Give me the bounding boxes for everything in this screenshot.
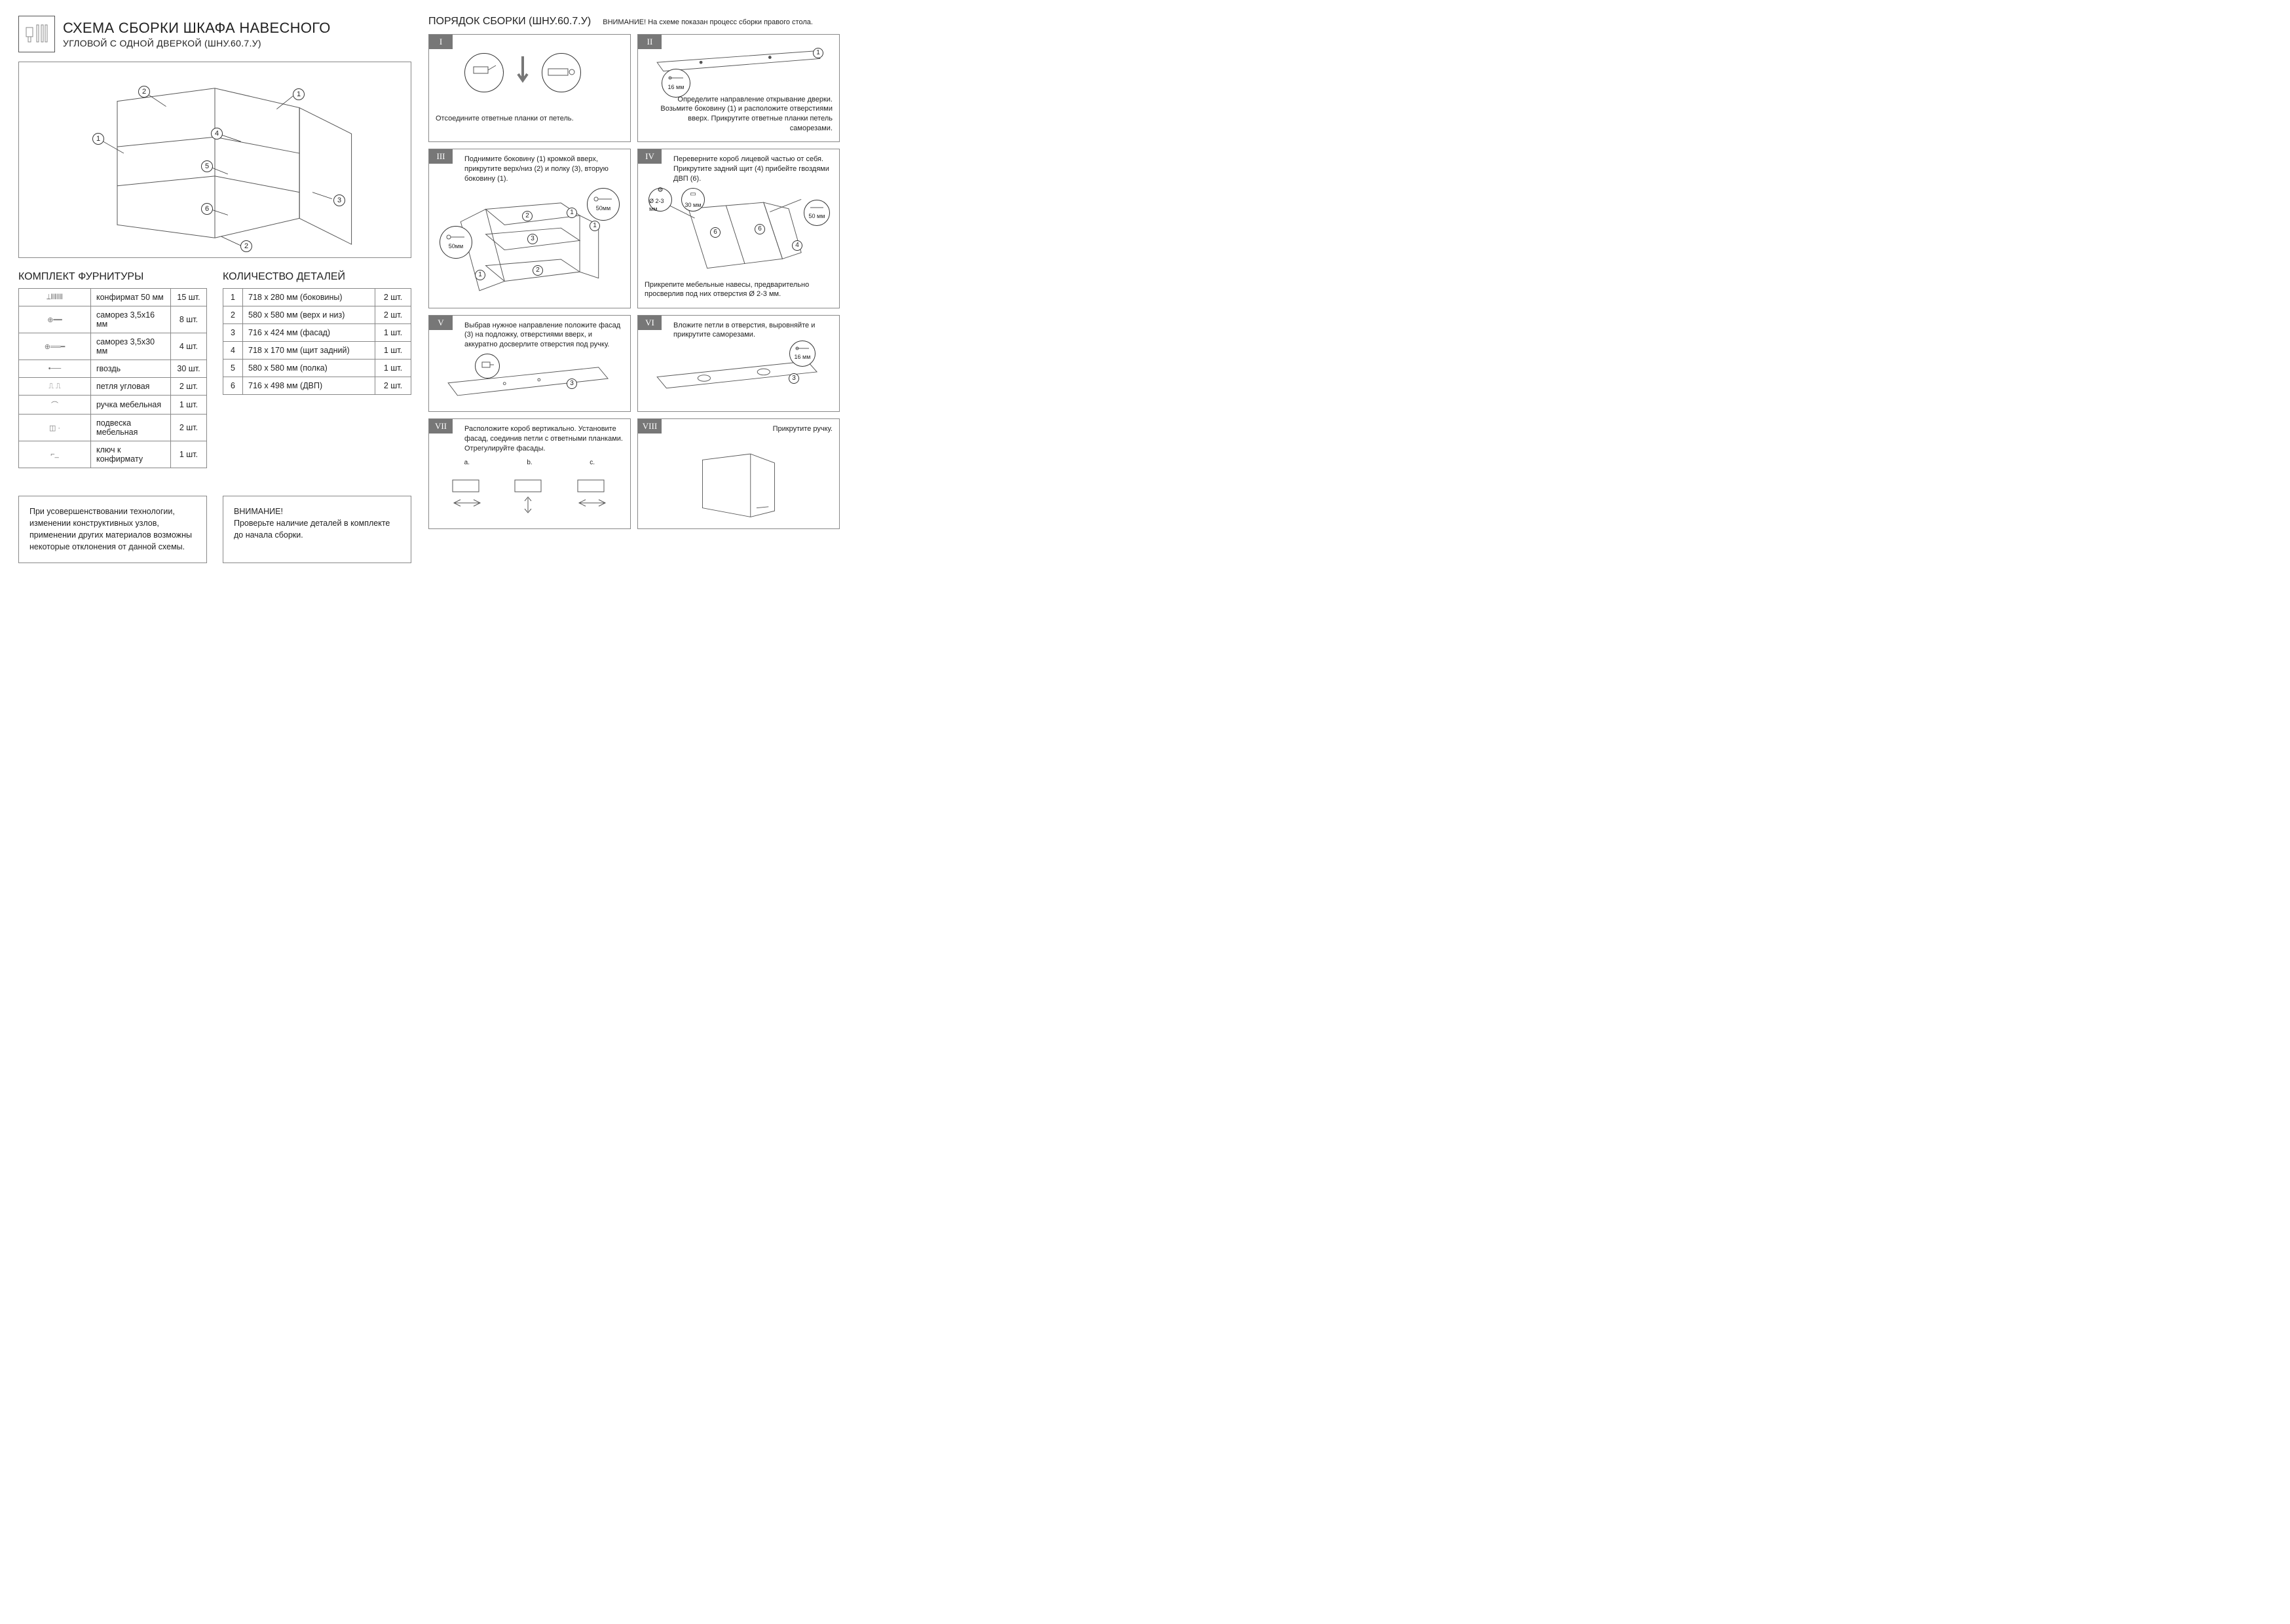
- part-desc: 716 х 498 мм (ДВП): [243, 377, 375, 395]
- part-qty: 2 шт.: [375, 306, 411, 324]
- step-7: VII Расположите короб вертикально. Устан…: [428, 418, 631, 529]
- part-n: 1: [223, 289, 243, 306]
- step-1: I Отсоедините ответные планки от петель.: [428, 34, 631, 142]
- table-row: 6716 х 498 мм (ДВП)2 шт.: [223, 377, 411, 395]
- hardware-heading: КОМПЛЕКТ ФУРНИТУРЫ: [18, 271, 207, 283]
- part-desc: 580 х 580 мм (верх и низ): [243, 306, 375, 324]
- table-row: 5580 х 580 мм (полка)1 шт.: [223, 360, 411, 377]
- hw-icon: ◫ ·: [19, 415, 91, 441]
- hw-name: петля угловая: [91, 378, 171, 396]
- hardware-table: ⟘⫴⫴⫴⫴конфирмат 50 мм15 шт.⊕━━саморез 3,5…: [18, 288, 207, 468]
- header: СХЕМА СБОРКИ ШКАФА НАВЕСНОГО УГЛОВОЙ С О…: [18, 16, 411, 52]
- hw-name: подвеска мебельная: [91, 415, 171, 441]
- hero-callout: 1: [92, 133, 104, 145]
- part-qty: 1 шт.: [375, 324, 411, 342]
- hero-callout: 3: [333, 194, 345, 206]
- parts-heading: КОЛИЧЕСТВО ДЕТАЛЕЙ: [223, 271, 411, 283]
- part-n: 5: [223, 360, 243, 377]
- hw-qty: 30 шт.: [171, 360, 207, 378]
- hw-name: ручка мебельная: [91, 396, 171, 415]
- table-row: ⌐_ключ к конфирмату1 шт.: [19, 441, 207, 468]
- hw-name: саморез 3,5х16 мм: [91, 306, 171, 333]
- table-row: ⊕━━саморез 3,5х16 мм8 шт.: [19, 306, 207, 333]
- table-row: ◫ ·подвеска мебельная2 шт.: [19, 415, 207, 441]
- hw-name: гвоздь: [91, 360, 171, 378]
- hw-qty: 8 шт.: [171, 306, 207, 333]
- table-row: 4718 х 170 мм (щит задний)1 шт.: [223, 342, 411, 360]
- step-2-text: Определите направление открывание дверки…: [645, 95, 833, 134]
- table-row: ⟘⫴⫴⫴⫴конфирмат 50 мм15 шт.: [19, 289, 207, 306]
- part-n: 2: [223, 306, 243, 324]
- hw-name: саморез 3,5х30 мм: [91, 333, 171, 360]
- part-desc: 716 х 424 мм (фасад): [243, 324, 375, 342]
- hero-callout: 6: [201, 203, 213, 215]
- table-row: •──гвоздь30 шт.: [19, 360, 207, 378]
- part-n: 3: [223, 324, 243, 342]
- step-8: VIII Прикрутите ручку.: [637, 418, 840, 529]
- hardware-section: КОМПЛЕКТ ФУРНИТУРЫ ⟘⫴⫴⫴⫴конфирмат 50 мм1…: [18, 271, 207, 468]
- part-qty: 2 шт.: [375, 377, 411, 395]
- parts-table: 1718 х 280 мм (боковины)2 шт.2580 х 580 …: [223, 288, 411, 395]
- step-8-text: Прикрутите ручку.: [673, 424, 833, 444]
- hw-qty: 1 шт.: [171, 396, 207, 415]
- part-qty: 2 шт.: [375, 289, 411, 306]
- hw-qty: 2 шт.: [171, 378, 207, 396]
- step-7-text: Расположите короб вертикально. Установит…: [464, 424, 624, 454]
- step-3-text: Поднимите боковину (1) кромкой вверх, пр…: [464, 155, 624, 184]
- page-title: СХЕМА СБОРКИ ШКАФА НАВЕСНОГО УГЛОВОЙ С О…: [63, 20, 331, 48]
- hw-qty: 15 шт.: [171, 289, 207, 306]
- hw-icon: ⊕══━: [19, 333, 91, 360]
- table-row: ⊕══━саморез 3,5х30 мм4 шт.: [19, 333, 207, 360]
- hero-callout: 4: [211, 128, 223, 139]
- hero-callout: 2: [138, 86, 150, 98]
- table-row: ⎍ ⎍петля угловая2 шт.: [19, 378, 207, 396]
- part-n: 6: [223, 377, 243, 395]
- hw-icon: ⎍ ⎍: [19, 378, 91, 396]
- hw-icon: ⌒: [19, 396, 91, 415]
- step-4-text: Переверните короб лицевой частью от себя…: [673, 155, 833, 184]
- step-1-text: Отсоедините ответные планки от петель.: [436, 114, 624, 134]
- note-warn: ВНИМАНИЕ! Проверьте наличие деталей в ко…: [223, 496, 411, 563]
- note-tech: При усовершенствовании технологии, измен…: [18, 496, 207, 563]
- hero-diagram: 1 2 1 4 5 3 6 2: [18, 62, 411, 258]
- hw-name: конфирмат 50 мм: [91, 289, 171, 306]
- hw-qty: 4 шт.: [171, 333, 207, 360]
- step-2: II 16 мм 1 Определите направление откры: [637, 34, 840, 142]
- step-6: VI Вложите петли в отверстия, выровняйте…: [637, 315, 840, 413]
- hero-callout: 2: [240, 240, 252, 252]
- step-4-text2: Прикрепите мебельные навесы, предварител…: [645, 280, 833, 300]
- hw-icon: •──: [19, 360, 91, 378]
- step-5: V Выбрав нужное направление положите фас…: [428, 315, 631, 413]
- table-row: 3716 х 424 мм (фасад)1 шт.: [223, 324, 411, 342]
- hw-icon: ⟘⫴⫴⫴⫴: [19, 289, 91, 306]
- table-row: 2580 х 580 мм (верх и низ)2 шт.: [223, 306, 411, 324]
- hero-callout: 5: [201, 160, 213, 172]
- table-row: 1718 х 280 мм (боковины)2 шт.: [223, 289, 411, 306]
- hw-name: ключ к конфирмату: [91, 441, 171, 468]
- step-6-text: Вложите петли в отверстия, выровняйте и …: [673, 321, 833, 341]
- table-row: ⌒ручка мебельная1 шт.: [19, 396, 207, 415]
- part-n: 4: [223, 342, 243, 360]
- hw-qty: 1 шт.: [171, 441, 207, 468]
- part-desc: 718 х 280 мм (боковины): [243, 289, 375, 306]
- tools-icon: [18, 16, 55, 52]
- part-desc: 718 х 170 мм (щит задний): [243, 342, 375, 360]
- part-qty: 1 шт.: [375, 342, 411, 360]
- assembly-heading: ПОРЯДОК СБОРКИ (ШНУ.60.7.У): [428, 16, 591, 28]
- part-qty: 1 шт.: [375, 360, 411, 377]
- hw-qty: 2 шт.: [171, 415, 207, 441]
- step-3: III Поднимите боковину (1) кромкой вверх…: [428, 149, 631, 308]
- hw-icon: ⊕━━: [19, 306, 91, 333]
- hw-icon: ⌐_: [19, 441, 91, 468]
- parts-section: КОЛИЧЕСТВО ДЕТАЛЕЙ 1718 х 280 мм (бокови…: [223, 271, 411, 468]
- step-5-text: Выбрав нужное направление положите фасад…: [464, 321, 624, 350]
- part-desc: 580 х 580 мм (полка): [243, 360, 375, 377]
- hero-callout: 1: [293, 88, 305, 100]
- step-4: IV Переверните короб лицевой частью от с…: [637, 149, 840, 308]
- assembly-warn: ВНИМАНИЕ! На схеме показан процесс сборк…: [603, 18, 813, 26]
